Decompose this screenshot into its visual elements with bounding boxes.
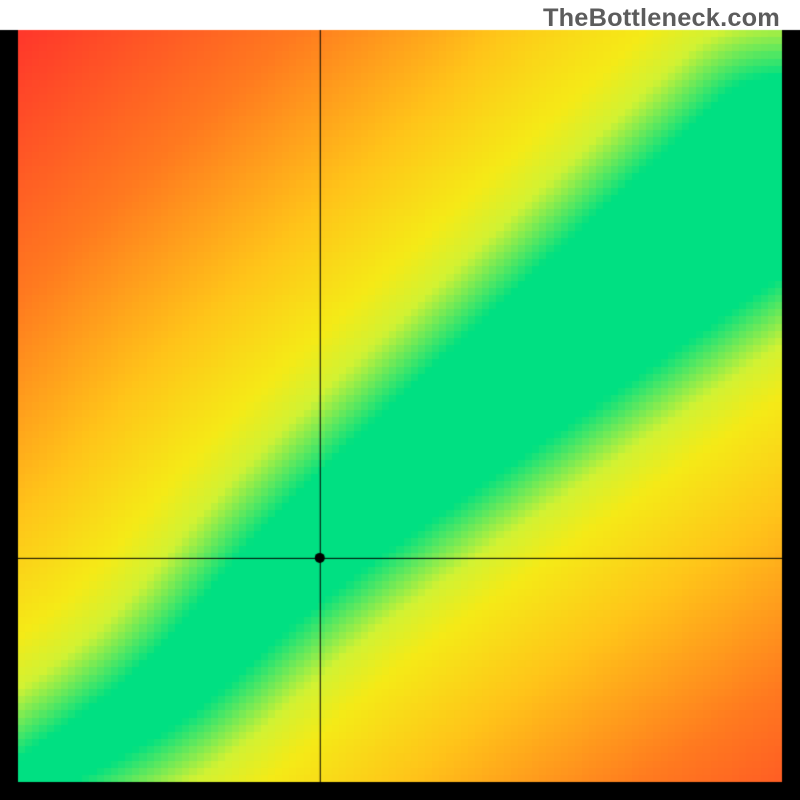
chart-container: TheBottleneck.com — [0, 0, 800, 800]
bottleneck-heatmap — [0, 0, 800, 800]
watermark-text: TheBottleneck.com — [543, 4, 780, 32]
watermark: TheBottleneck.com — [543, 4, 780, 33]
